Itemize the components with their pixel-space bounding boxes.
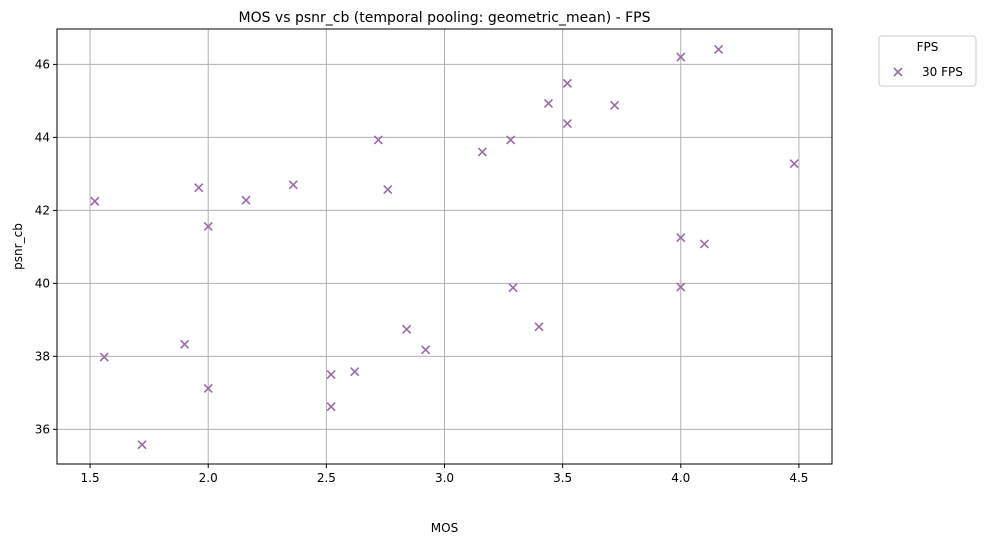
data-point xyxy=(402,324,412,334)
legend: FPS 30 FPS xyxy=(878,35,977,87)
data-point xyxy=(789,159,799,169)
data-point xyxy=(676,282,686,292)
x-axis: 1.5 2.0 2.5 3.0 3.5 4.0 4.5 xyxy=(81,464,808,485)
legend-label-30fps: 30 FPS xyxy=(922,65,963,79)
data-point xyxy=(373,135,383,145)
data-point xyxy=(610,100,620,110)
legend-box xyxy=(878,35,977,87)
data-point xyxy=(534,322,544,332)
data-point xyxy=(90,196,100,206)
y-axis-label: psnr_cb xyxy=(11,223,25,270)
y-tick-label: 42 xyxy=(35,203,50,217)
data-point xyxy=(543,98,554,109)
data-point xyxy=(326,370,336,380)
grid-lines xyxy=(57,29,832,464)
y-tick-label: 36 xyxy=(35,422,50,436)
data-point xyxy=(350,367,360,377)
data-point xyxy=(180,339,190,349)
data-point xyxy=(676,52,686,62)
data-point xyxy=(421,345,431,355)
data-point xyxy=(288,180,298,190)
data-point xyxy=(203,383,213,394)
data-point xyxy=(676,233,686,243)
data-point xyxy=(714,44,724,55)
x-axis-label: MOS xyxy=(431,521,458,535)
legend-marker-30fps xyxy=(893,67,903,77)
y-tick-label: 46 xyxy=(35,57,50,71)
data-point xyxy=(383,185,393,195)
data-point xyxy=(203,221,213,231)
data-point xyxy=(562,78,572,88)
legend-title: FPS xyxy=(917,40,939,54)
x-tick-label: 3.0 xyxy=(435,471,454,485)
x-tick-label: 2.5 xyxy=(317,471,336,485)
y-tick-label: 38 xyxy=(35,349,50,363)
data-point xyxy=(562,118,572,129)
points-layer xyxy=(90,44,799,450)
data-point xyxy=(508,283,518,293)
x-tick-label: 2.0 xyxy=(199,471,218,485)
x-tick-label: 3.5 xyxy=(553,471,572,485)
x-tick-label: 4.0 xyxy=(671,471,690,485)
y-axis: 36 38 40 42 44 46 xyxy=(35,57,57,436)
y-tick-label: 40 xyxy=(35,276,50,290)
data-point xyxy=(326,402,336,412)
data-point xyxy=(477,147,487,157)
data-point xyxy=(506,135,516,145)
data-point xyxy=(99,352,109,362)
x-tick-label: 4.5 xyxy=(789,471,808,485)
y-tick-label: 44 xyxy=(35,130,50,144)
x-tick-label: 1.5 xyxy=(81,471,100,485)
data-point xyxy=(241,195,251,205)
chart-title: MOS vs psnr_cb (temporal pooling: geomet… xyxy=(238,10,650,26)
data-point xyxy=(699,239,709,249)
data-point xyxy=(194,183,204,193)
legend-x-marker xyxy=(893,67,903,77)
data-point xyxy=(137,440,147,450)
